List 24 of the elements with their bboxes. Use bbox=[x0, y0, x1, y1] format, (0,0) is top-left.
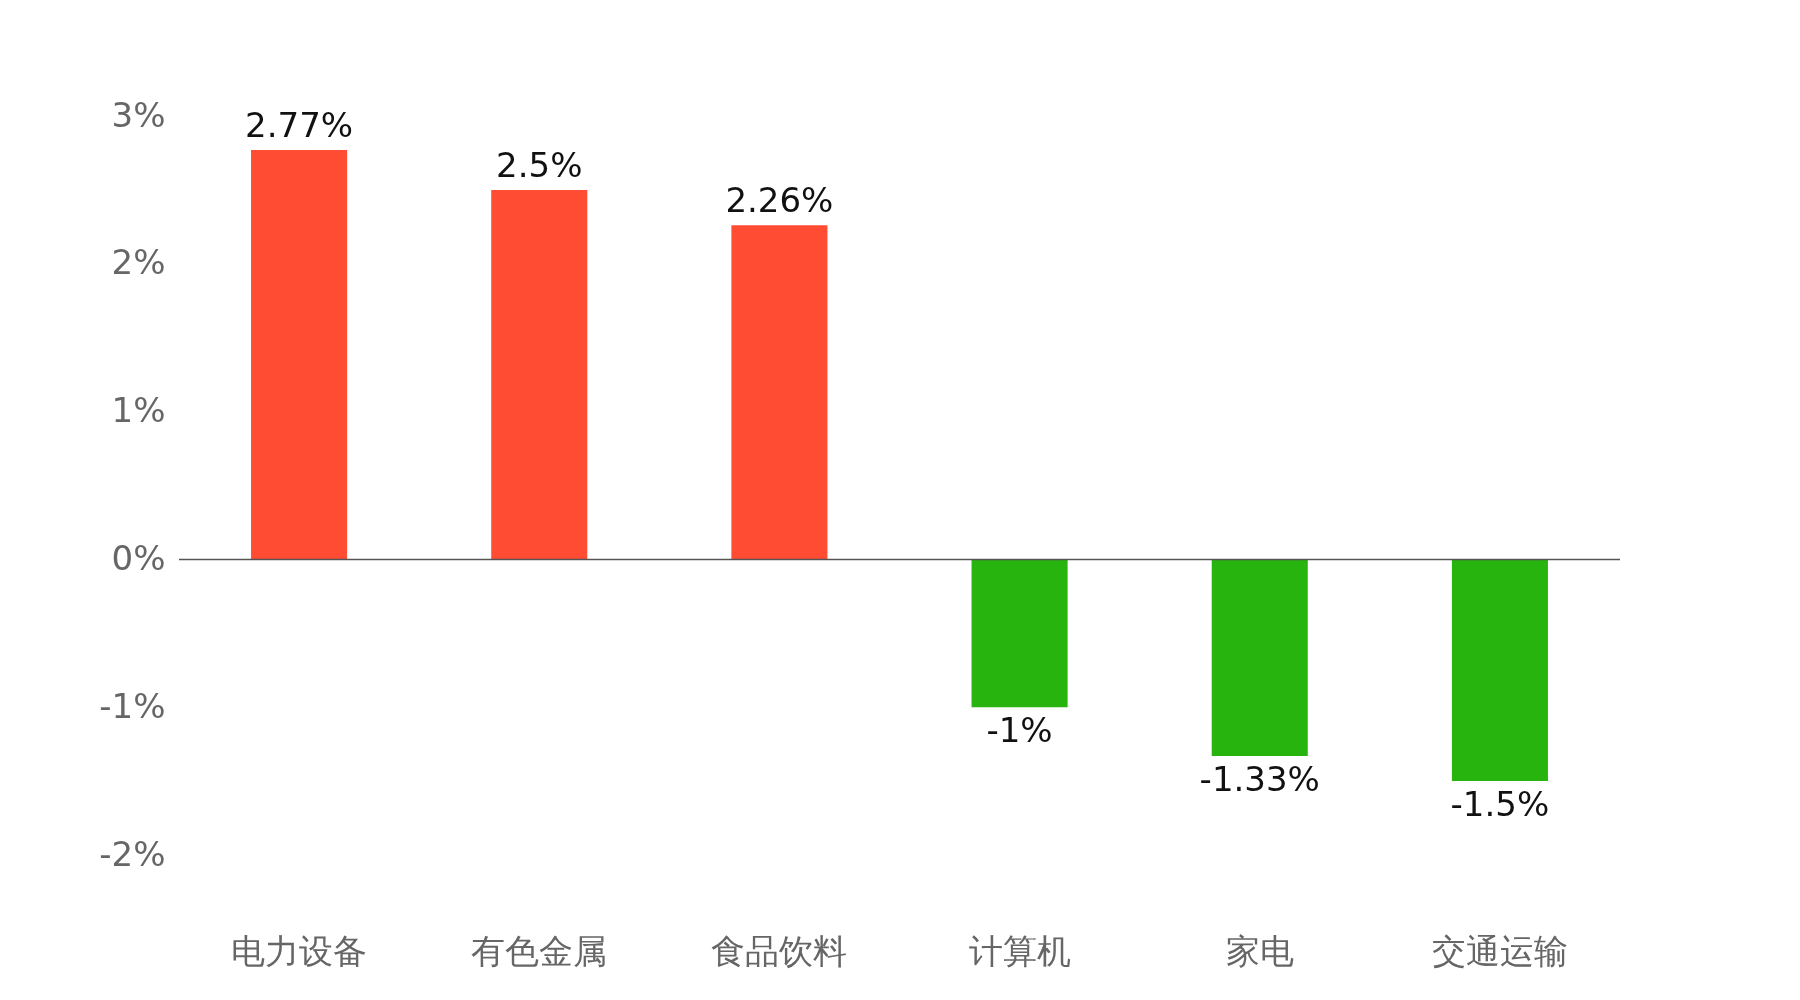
y-tick-label: 0% bbox=[111, 537, 166, 578]
data-label: 2.77% bbox=[245, 104, 354, 145]
bar bbox=[491, 189, 588, 560]
bar bbox=[251, 149, 348, 560]
x-tick-label: 有色金属 bbox=[471, 930, 608, 971]
x-tick-label: 计算机 bbox=[968, 930, 1071, 971]
data-label: 2.5% bbox=[496, 144, 583, 185]
y-tick-label: -2% bbox=[99, 833, 166, 874]
bar bbox=[971, 559, 1068, 708]
x-tick-label: 交通运输 bbox=[1431, 930, 1568, 971]
bar bbox=[1451, 559, 1548, 782]
y-tick-label: 2% bbox=[111, 242, 166, 283]
y-tick-label: -1% bbox=[99, 685, 166, 726]
data-label: -1.33% bbox=[1199, 758, 1320, 799]
data-label: 2.26% bbox=[725, 180, 834, 221]
data-label: -1.5% bbox=[1450, 784, 1550, 825]
bar bbox=[1211, 559, 1308, 756]
y-tick-label: 3% bbox=[111, 94, 166, 135]
data-label: -1% bbox=[986, 710, 1053, 751]
bar bbox=[731, 225, 828, 560]
x-tick-label: 家电 bbox=[1225, 930, 1294, 971]
y-tick-label: 1% bbox=[111, 390, 166, 431]
x-tick-label: 电力设备 bbox=[231, 930, 368, 971]
x-tick-label: 食品饮料 bbox=[711, 930, 848, 971]
